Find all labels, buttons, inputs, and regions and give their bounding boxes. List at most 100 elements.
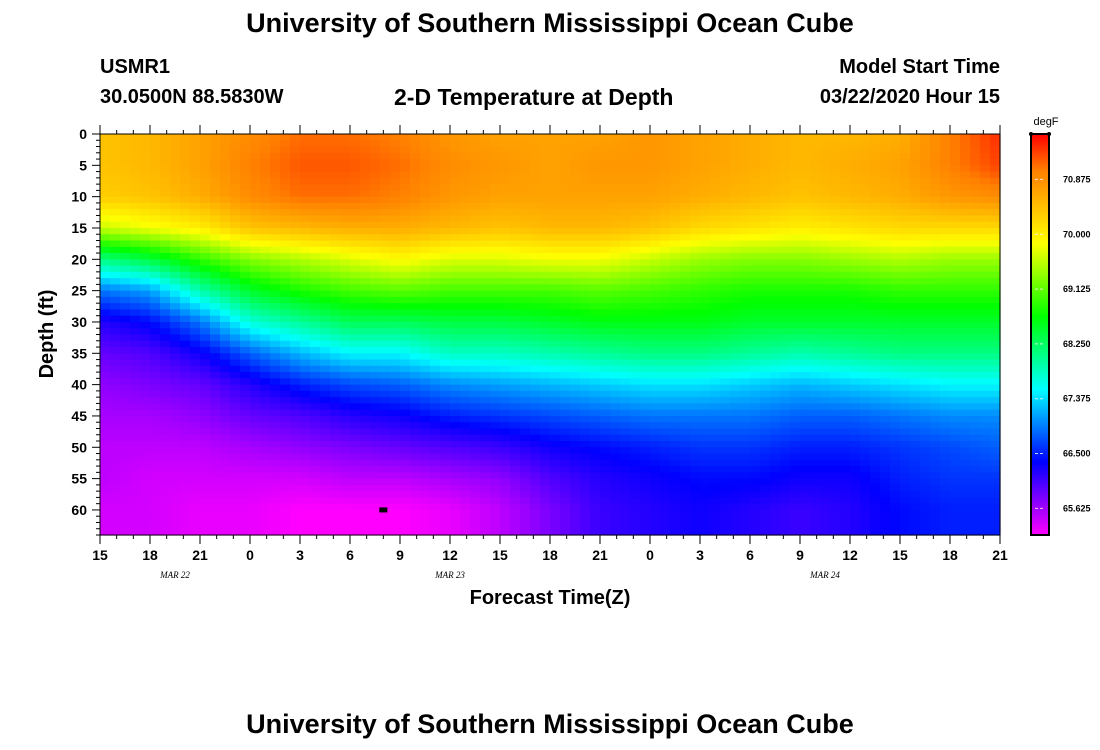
heatmap-cell: [350, 284, 361, 292]
heatmap-cell: [490, 328, 501, 336]
heatmap-cell: [140, 390, 151, 398]
heatmap-cell: [440, 497, 451, 505]
heatmap-cell: [790, 240, 801, 248]
heatmap-cell: [240, 359, 251, 367]
heatmap-cell: [350, 428, 361, 436]
heatmap-cell: [250, 246, 261, 254]
heatmap-cell: [730, 184, 741, 191]
heatmap-cell: [420, 516, 431, 524]
heatmap-cell: [270, 491, 281, 499]
heatmap-cell: [340, 453, 351, 461]
heatmap-cell: [260, 246, 271, 254]
heatmap-cell: [450, 165, 461, 173]
heatmap-cell: [340, 171, 351, 179]
heatmap-cell: [580, 259, 591, 267]
heatmap-cell: [430, 434, 441, 442]
heatmap-cell: [580, 321, 591, 329]
heatmap-cell: [410, 171, 421, 179]
heatmap-cell: [220, 321, 231, 329]
heatmap-cell: [120, 447, 131, 455]
heatmap-cell: [780, 309, 791, 317]
heatmap-cell: [480, 253, 491, 260]
heatmap-cell: [840, 516, 851, 524]
heatmap-cell: [790, 253, 801, 260]
heatmap-cell: [100, 428, 111, 436]
heatmap-cell: [220, 246, 231, 254]
heatmap-cell: [100, 522, 111, 530]
heatmap-cell: [370, 171, 381, 179]
heatmap-cell: [150, 491, 161, 499]
heatmap-cell: [690, 177, 701, 185]
heatmap-cell: [560, 259, 571, 267]
heatmap-cell: [630, 415, 641, 423]
heatmap-cell: [230, 409, 241, 417]
heatmap-cell: [330, 484, 341, 492]
heatmap-cell: [370, 202, 381, 210]
heatmap-cell: [500, 466, 511, 473]
heatmap-cell: [240, 453, 251, 461]
heatmap-cell: [770, 227, 781, 235]
heatmap-cell: [170, 159, 181, 166]
heatmap-cell: [750, 146, 761, 154]
heatmap-cell: [500, 296, 511, 304]
heatmap-cell: [580, 309, 591, 317]
heatmap-cell: [510, 497, 521, 505]
heatmap-cell: [340, 372, 351, 379]
heatmap-cell: [490, 390, 501, 398]
heatmap-cell: [350, 265, 361, 273]
heatmap-cell: [370, 315, 381, 323]
heatmap-cell: [720, 484, 731, 492]
heatmap-cell: [540, 165, 551, 173]
heatmap-cell: [860, 259, 871, 267]
heatmap-cell: [590, 271, 601, 279]
heatmap-cell: [790, 509, 801, 517]
heatmap-cell: [720, 466, 731, 473]
heatmap-cell: [160, 177, 171, 185]
heatmap-cell: [710, 271, 721, 279]
heatmap-cell: [300, 209, 311, 217]
heatmap-cell: [740, 284, 751, 292]
heatmap-cell: [800, 190, 811, 198]
heatmap-cell: [270, 140, 281, 148]
heatmap-cell: [690, 415, 701, 423]
heatmap-cell: [800, 340, 811, 348]
heatmap-cell: [290, 428, 301, 436]
heatmap-cell: [220, 165, 231, 173]
heatmap-cell: [760, 184, 771, 191]
heatmap-cell: [860, 140, 871, 148]
heatmap-cell: [190, 296, 201, 304]
heatmap-cell: [650, 190, 661, 198]
heatmap-cell: [180, 516, 191, 524]
heatmap-cell: [540, 428, 551, 436]
heatmap-cell: [860, 190, 871, 198]
heatmap-cell: [370, 165, 381, 173]
heatmap-cell: [610, 278, 621, 285]
heatmap-cell: [400, 509, 411, 517]
heatmap-cell: [190, 284, 201, 292]
heatmap-cell: [460, 190, 471, 198]
heatmap-cell: [470, 284, 481, 292]
heatmap-cell: [350, 403, 361, 411]
heatmap-cell: [680, 353, 691, 361]
heatmap-cell: [380, 359, 391, 367]
heatmap-cell: [520, 321, 531, 329]
heatmap-cell: [120, 152, 131, 160]
heatmap-cell: [260, 309, 271, 317]
heatmap-cell: [250, 284, 261, 292]
heatmap-cell: [800, 177, 811, 185]
heatmap-cell: [770, 372, 781, 379]
heatmap-cell: [710, 246, 721, 254]
heatmap-cell: [550, 447, 561, 455]
heatmap-cell: [430, 202, 441, 210]
heatmap-cell: [580, 140, 591, 148]
heatmap-cell: [320, 378, 331, 386]
heatmap-cell: [200, 365, 211, 373]
heatmap-cell: [620, 415, 631, 423]
heatmap-cell: [740, 278, 751, 285]
heatmap-cell: [350, 378, 361, 386]
heatmap-cell: [810, 347, 821, 354]
heatmap-cell: [770, 378, 781, 386]
heatmap-cell: [210, 340, 221, 348]
heatmap-cell: [490, 415, 501, 423]
heatmap-cell: [720, 271, 731, 279]
